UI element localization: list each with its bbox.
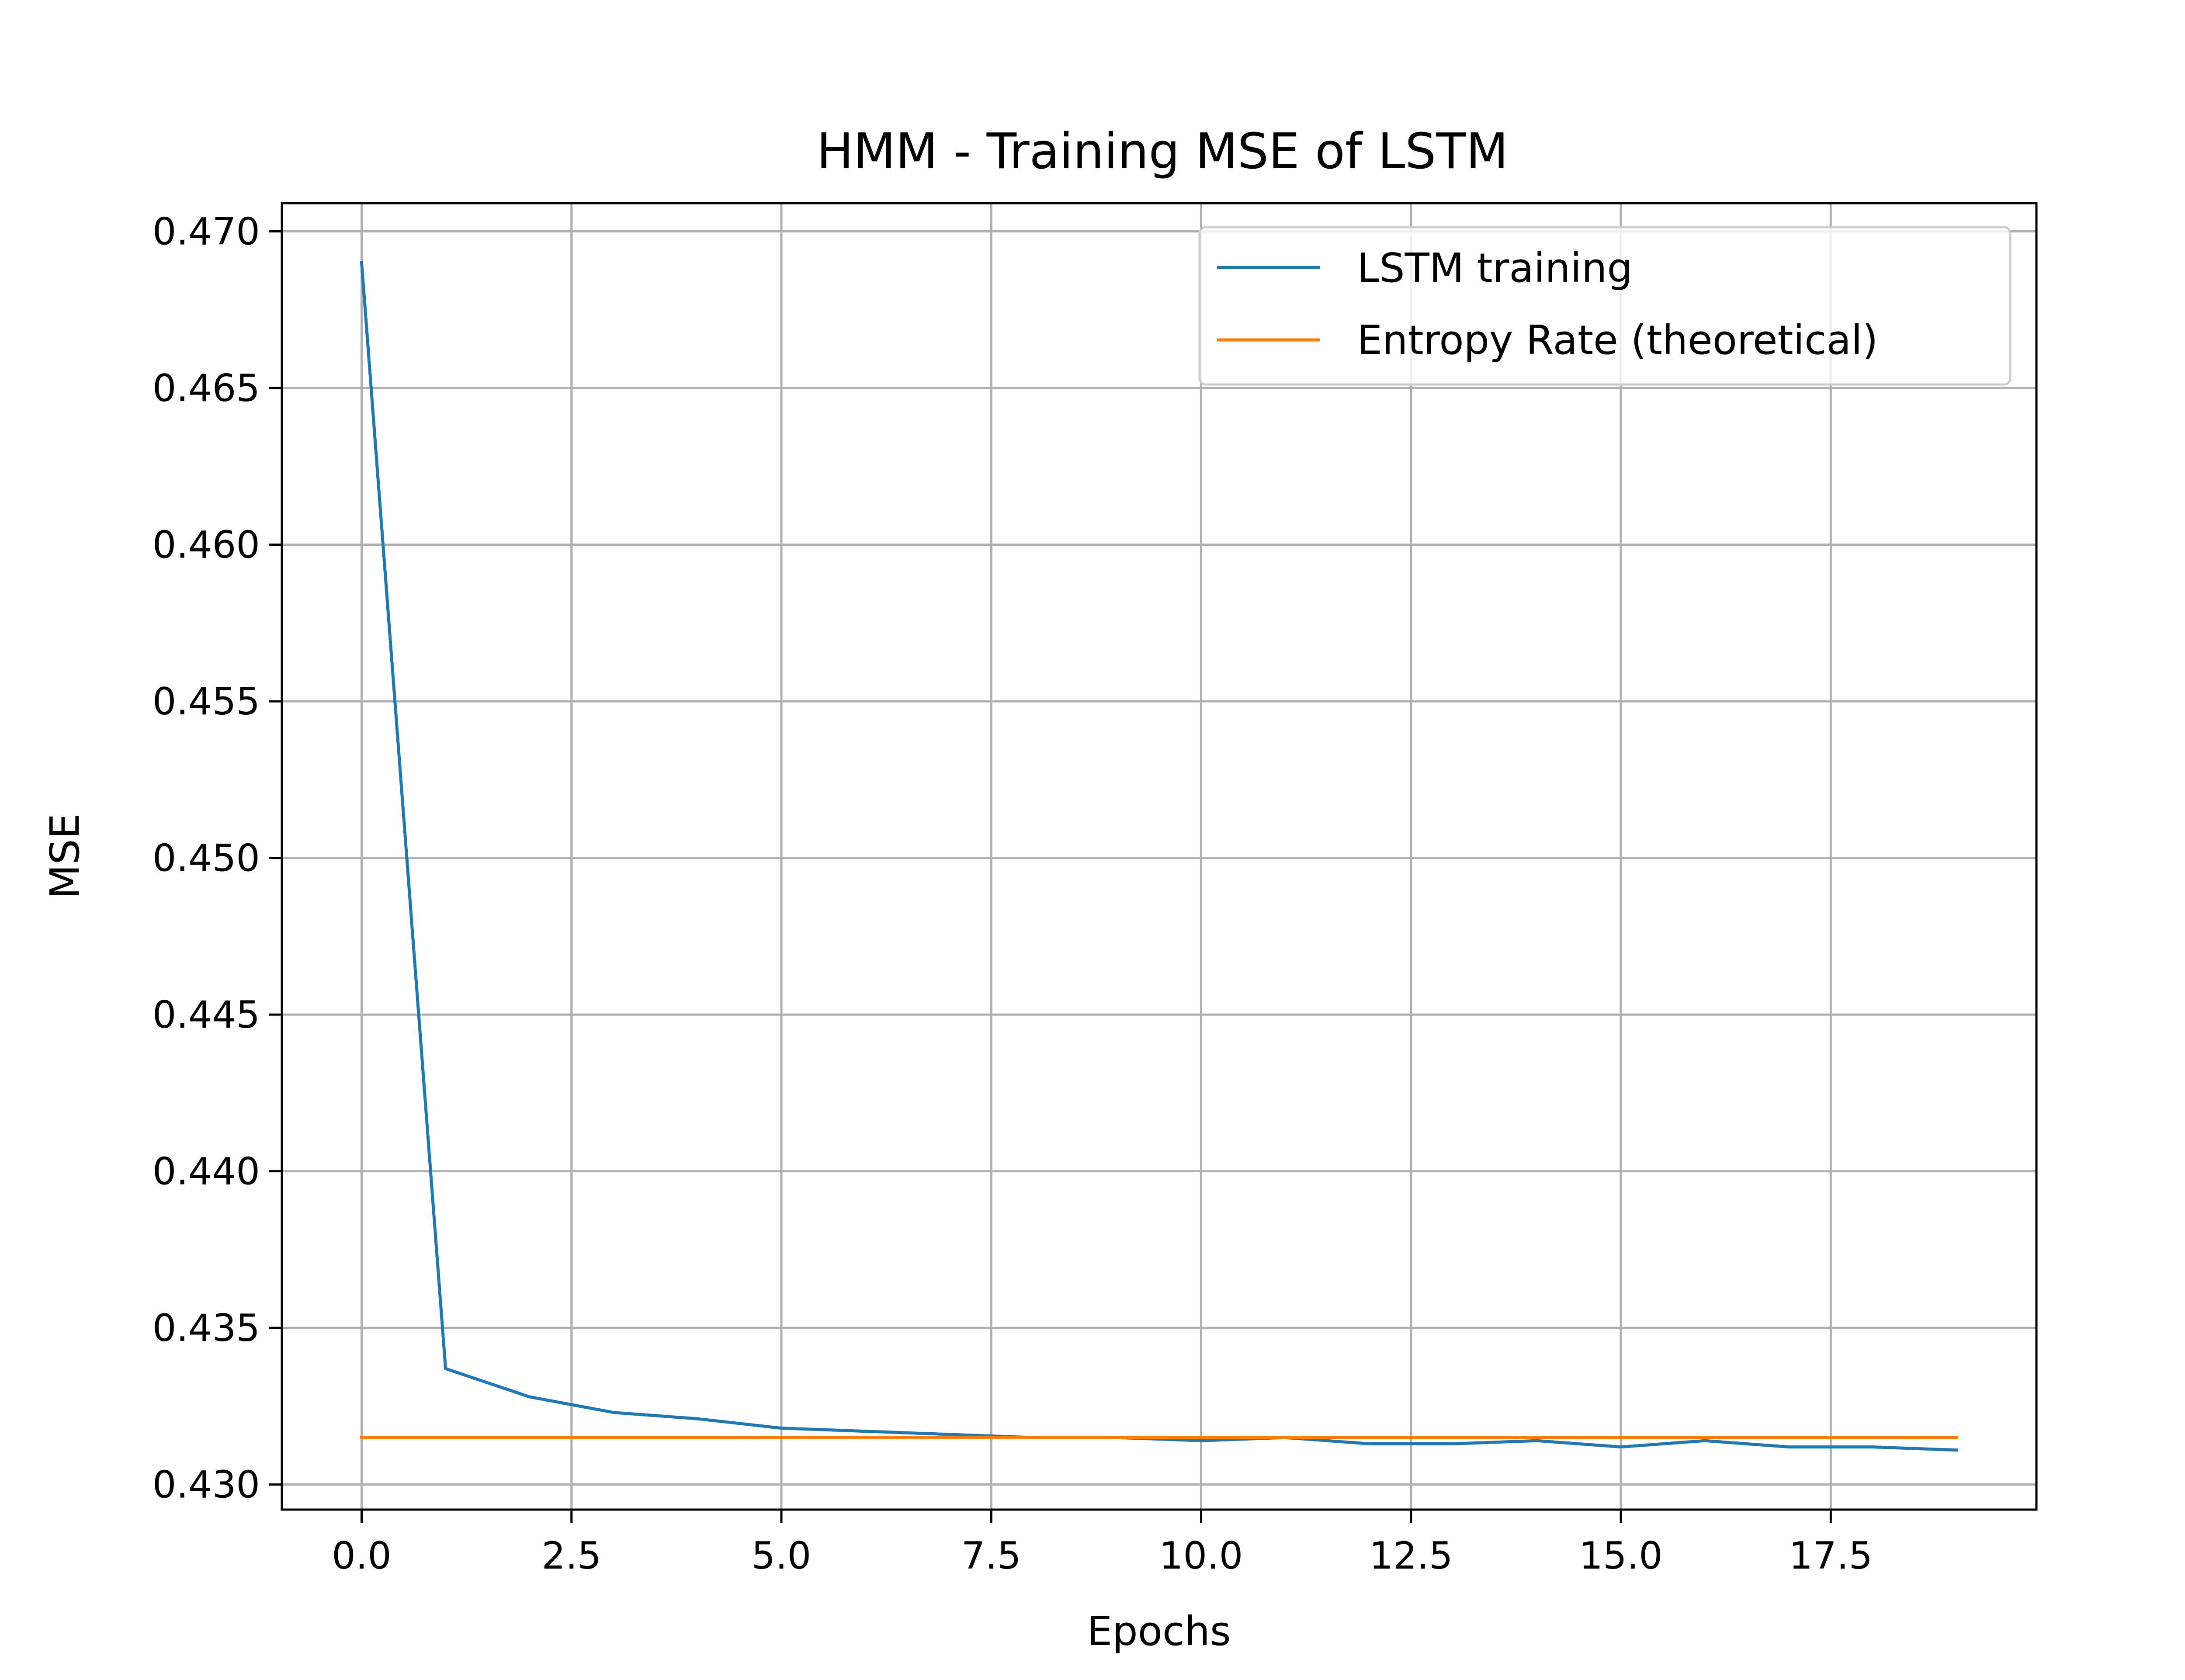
- y-tick-label: 0.470: [153, 210, 260, 254]
- x-tick-label: 15.0: [1579, 1534, 1662, 1578]
- series-lines: [360, 261, 1959, 1452]
- legend: LSTM training Entropy Rate (theoretical): [1198, 226, 2012, 386]
- y-tick-label: 0.465: [153, 367, 260, 410]
- axis-ticks: 0.0 2.5 5.0 7.5 10.0 12.5 15.0 17.5 0.430 0.435 0.…: [153, 210, 1873, 1578]
- y-tick-label: 0.450: [153, 837, 260, 880]
- y-axis-label: MSE: [42, 814, 88, 899]
- x-tick-label: 17.5: [1789, 1534, 1873, 1578]
- x-tick-label: 0.0: [332, 1534, 392, 1578]
- legend-label-lstm-training: LSTM training: [1357, 245, 1633, 291]
- series-line-lstm-training: [360, 261, 1959, 1452]
- x-tick-label: 5.0: [752, 1534, 812, 1578]
- x-tick-label: 12.5: [1369, 1534, 1453, 1578]
- x-axis-label: Epochs: [1087, 1608, 1231, 1655]
- plot-area-frame: [281, 202, 2038, 1511]
- y-tick-label: 0.445: [153, 993, 260, 1037]
- y-tick-label: 0.430: [153, 1463, 260, 1507]
- y-tick-label: 0.440: [153, 1150, 260, 1194]
- legend-box: [1198, 226, 2012, 386]
- legend-label-entropy-rate: Entropy Rate (theoretical): [1357, 317, 1878, 364]
- x-tick-label: 10.0: [1159, 1534, 1243, 1578]
- x-tick-label: 7.5: [961, 1534, 1021, 1578]
- y-tick-label: 0.460: [153, 523, 260, 567]
- grid-lines: [282, 203, 2036, 1510]
- chart-title: HMM - Training MSE of LSTM: [817, 123, 1509, 180]
- y-tick-label: 0.455: [153, 680, 260, 724]
- x-tick-label: 2.5: [541, 1534, 601, 1578]
- y-tick-label: 0.435: [153, 1306, 260, 1350]
